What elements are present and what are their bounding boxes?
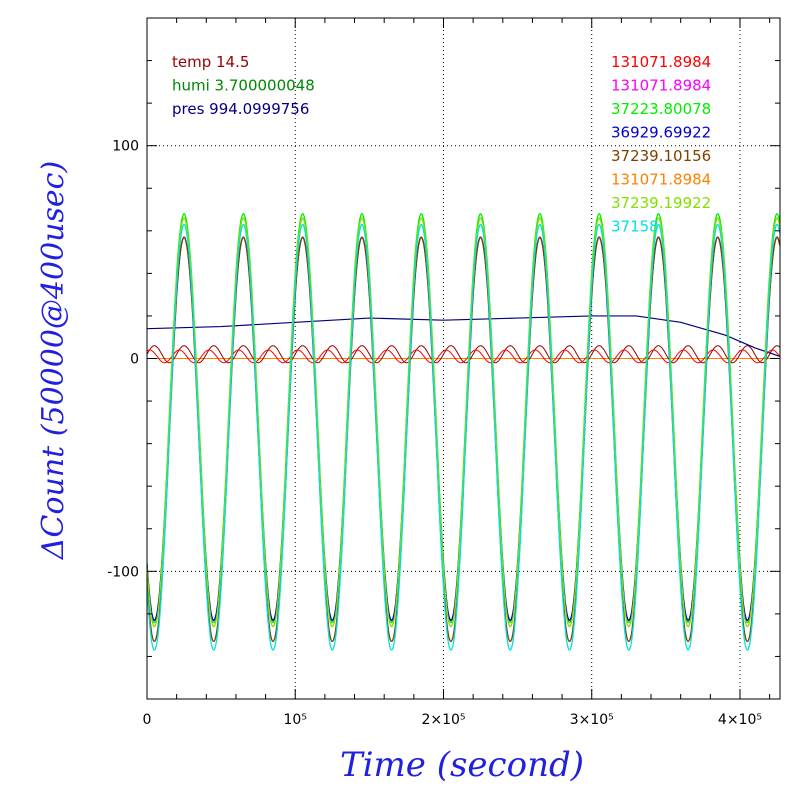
axis-ticks <box>146 17 780 700</box>
series-line <box>147 315 780 357</box>
x-tick-label: 10⁵ <box>284 712 307 728</box>
annotations: temp 14.5 humi 3.700000048 pres 994.099975… <box>172 53 711 236</box>
x-tick-label: 4×10⁵ <box>718 712 762 728</box>
series-label: 131071.8984 <box>611 171 711 189</box>
x-axis-title: Time (second) <box>340 745 584 785</box>
series-label: 37239.10156 <box>611 147 711 165</box>
x-tick-label: 3×10⁵ <box>570 712 614 728</box>
series-line <box>147 223 780 651</box>
tick-labels: 0 10⁵ 2×10⁵ 3×10⁵ 4×10⁵ -100 0 100 <box>107 139 762 728</box>
series-line <box>147 217 780 628</box>
series-label: 37158 <box>611 218 659 236</box>
series-line <box>147 236 780 621</box>
x-tick-label: 2×10⁵ <box>421 712 465 728</box>
series-label: 37223.80078 <box>611 100 711 118</box>
env-annotation: temp 14.5 <box>172 53 249 71</box>
x-tick-label: 0 <box>143 712 152 728</box>
series-label: 37239.19922 <box>611 194 711 212</box>
y-axis-title: ΔCount (50000@400usec) <box>36 161 71 560</box>
env-annotation: pres 994.0999756 <box>172 100 309 118</box>
series-line <box>147 236 780 643</box>
y-tick-label: 100 <box>112 139 139 155</box>
series-line <box>147 213 780 623</box>
series-label: 36929.69922 <box>611 124 711 142</box>
y-tick-label: 0 <box>130 352 139 368</box>
plot-series <box>147 213 780 651</box>
series-line <box>147 345 780 364</box>
series-label: 131071.8984 <box>611 77 711 95</box>
series-line <box>147 349 780 364</box>
series-label: 131071.8984 <box>611 53 711 71</box>
env-annotation: humi 3.700000048 <box>172 77 315 95</box>
y-tick-label: -100 <box>107 564 139 580</box>
